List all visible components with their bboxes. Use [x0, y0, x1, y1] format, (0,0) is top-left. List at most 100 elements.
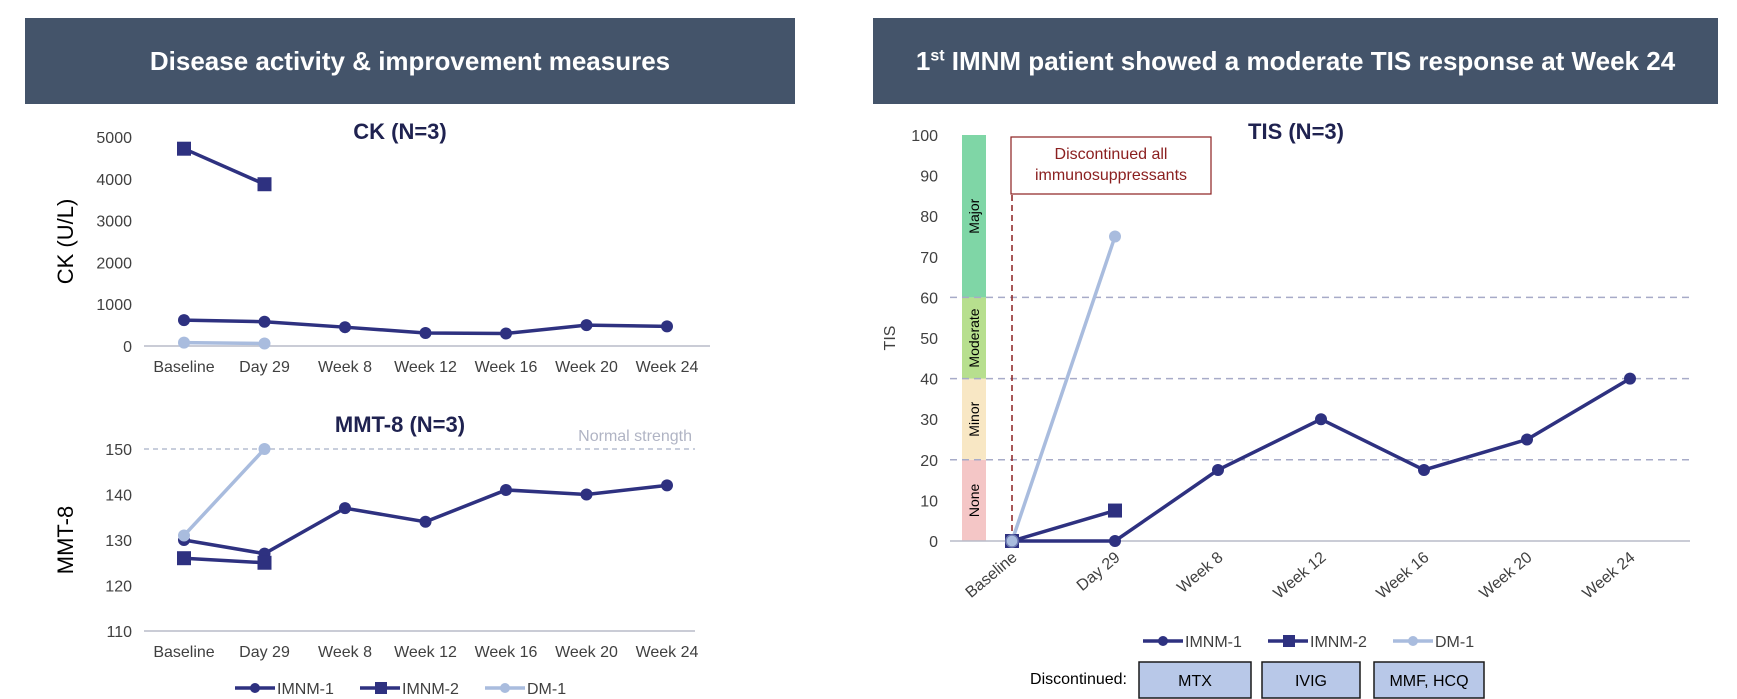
right-panel-banner: 1st IMNM patient showed a moderate TIS r… [873, 18, 1718, 104]
chart1-x-tick-2: Week 8 [318, 644, 372, 661]
chart1-y-tick-3: 140 [105, 488, 132, 505]
chart2-x-tick-2: Week 8 [1174, 549, 1226, 597]
chart0-IMNM-1-point-3 [419, 327, 432, 340]
legend0-DM-1-label: DM-1 [527, 681, 566, 698]
legend1-DM-1-marker [1408, 636, 1418, 646]
chart0-series-IMNM-2-line [183, 147, 266, 186]
chart1-y-tick-2: 130 [105, 533, 132, 550]
legend0-IMNM-1-marker [250, 683, 260, 693]
chart2-IMNM-1-point-3 [1315, 413, 1327, 426]
chart2-annotation-text-2: immunosuppressants [1035, 167, 1187, 184]
chart2-y-tick-3: 30 [920, 412, 938, 429]
chart2-y-tick-10: 100 [911, 128, 938, 145]
chart2-y-tick-9: 90 [920, 169, 938, 186]
chart2-band-label-minor: Minor [966, 401, 982, 436]
chart0-DM-1-point-0 [178, 336, 190, 349]
chart1-IMNM-1-point-3 [419, 515, 432, 528]
chart0-IMNM-1-point-5 [580, 319, 593, 332]
chart2-y-tick-0: 0 [929, 534, 938, 551]
chart1-DM-1-point-0 [178, 529, 190, 542]
chart0-y-tick-0: 0 [123, 339, 132, 356]
chart0-y-tick-5: 5000 [96, 130, 132, 147]
chart2-x-tick-1: Day 29 [1074, 549, 1124, 595]
chart2-IMNM-1-point-1 [1109, 535, 1121, 547]
chart2-annotation-box [1010, 136, 1212, 195]
chart0-x-tick-6: Week 24 [636, 359, 699, 376]
chart0-series-DM-1-line [183, 340, 265, 346]
chart2-band-minor [962, 378, 986, 460]
legend1-IMNM-2-marker [1283, 635, 1295, 647]
chart1-IMNM-2-point-1 [257, 555, 272, 570]
chart2-band-label-major: Major [966, 198, 982, 233]
chart2-series-IMNM-1-line [1012, 377, 1631, 543]
chart0-x-tick-1: Day 29 [239, 359, 290, 376]
discontinued-label: Discontinued: [1030, 671, 1127, 688]
chart2-IMNM-1-point-5 [1521, 433, 1533, 446]
chart1-IMNM-1-point-2 [339, 502, 351, 515]
legend0-IMNM-2-label: IMNM-2 [402, 681, 459, 698]
chart0-x-tick-5: Week 20 [555, 359, 618, 376]
chart0-IMNM-1-point-1 [258, 315, 271, 328]
chart1-IMNM-1-point-6 [661, 479, 673, 492]
chart0-x-tick-4: Week 16 [475, 359, 538, 376]
chart1-y-axis-title: MMT-8 [53, 506, 78, 574]
chart2-series-DM-1-line [1010, 235, 1117, 542]
banner-title-rest: IMNM patient showed a moderate TIS respo… [944, 45, 1676, 76]
chart2-band-major [962, 135, 986, 298]
chart1-series-IMNM-2-line [183, 556, 265, 565]
chart2-IMNM-1-point-6 [1624, 372, 1636, 385]
chart2-band-label-moderate: Moderate [966, 308, 982, 367]
chart2-y-tick-2: 20 [920, 453, 938, 470]
chart2-y-tick-8: 80 [920, 209, 938, 226]
chart2-annotation-text-1: Discontinued all [1055, 146, 1168, 163]
chart0-IMNM-1-point-4 [500, 327, 512, 340]
chart2-y-tick-5: 50 [920, 331, 938, 348]
discontinued-box-0 [1138, 661, 1252, 699]
chart1-x-tick-0: Baseline [153, 644, 214, 661]
chart1-DM-1-point-1 [258, 443, 271, 455]
right-banner-title: 1st IMNM patient showed a moderate TIS r… [916, 46, 1675, 77]
legend1-IMNM-1-marker [1158, 636, 1168, 646]
chart2-IMNM-1-point-4 [1418, 463, 1430, 476]
chart2-band-none [962, 459, 986, 541]
chart1-title: MMT-8 (N=3) [335, 412, 465, 437]
chart1-reference-label: Normal strength [578, 428, 692, 445]
chart2-x-tick-4: Week 16 [1373, 549, 1432, 602]
chart2-y-tick-4: 40 [920, 372, 938, 389]
chart1-IMNM-2-point-0 [177, 551, 191, 566]
chart2-y-tick-7: 70 [920, 250, 938, 267]
legend0-IMNM-2-marker [375, 682, 387, 694]
legend1-IMNM-1-label: IMNM-1 [1185, 634, 1242, 651]
chart0-IMNM-1-point-2 [339, 321, 351, 334]
chart0-y-tick-4: 4000 [96, 172, 132, 189]
chart1-series-DM-1-line [182, 447, 266, 537]
discontinued-item-0: MTX [1178, 673, 1212, 690]
chart2-title: TIS (N=3) [1248, 119, 1344, 144]
legend0-IMNM-1-label: IMNM-1 [277, 681, 334, 698]
banner-ordinal-number: 1 [915, 45, 931, 76]
chart2-x-tick-5: Week 20 [1476, 549, 1535, 602]
left-panel-banner: Disease activity & improvement measures [25, 18, 795, 104]
chart2-series-IMNM-2-line [1011, 508, 1116, 543]
chart2-y-axis-title: TIS [882, 326, 899, 351]
chart2-IMNM-2-point-1 [1108, 503, 1122, 518]
chart0-y-tick-1: 1000 [96, 297, 132, 314]
chart0-y-tick-2: 2000 [96, 255, 132, 272]
chart0-IMNM-2-point-1 [257, 177, 272, 192]
chart0-DM-1-point-1 [258, 337, 271, 350]
chart2-baseline-overlap-point [1005, 534, 1019, 548]
chart1-x-tick-6: Week 24 [636, 644, 699, 661]
chart0-y-axis-title: CK (U/L) [53, 199, 78, 285]
left-banner-title: Disease activity & improvement measures [149, 45, 671, 76]
chart2-x-tick-0: Baseline [963, 549, 1021, 602]
banner-ordinal-suffix: st [930, 46, 945, 64]
discontinued-item-2: MMF, HCQ [1389, 673, 1468, 690]
chart2-x-tick-6: Week 24 [1579, 549, 1638, 602]
chart0-x-tick-2: Week 8 [318, 359, 372, 376]
chart0-x-tick-3: Week 12 [394, 359, 457, 376]
legend1-DM-1-label: DM-1 [1435, 634, 1474, 651]
chart2-x-tick-3: Week 12 [1270, 549, 1329, 602]
chart1-y-tick-1: 120 [105, 579, 132, 596]
chart1-x-tick-4: Week 16 [475, 644, 538, 661]
